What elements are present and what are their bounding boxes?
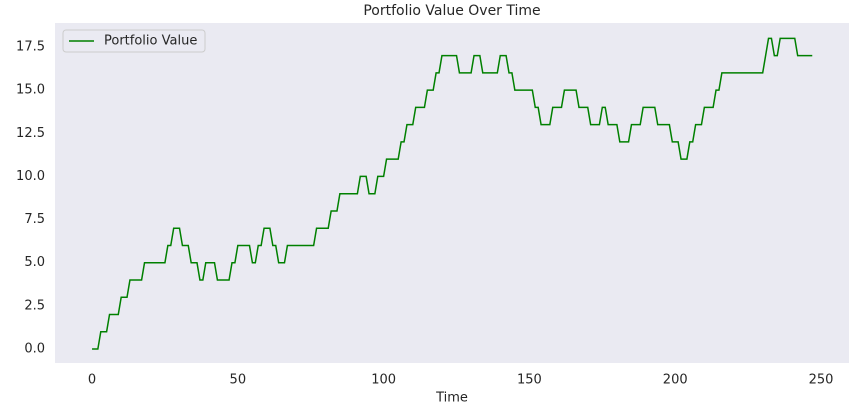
y-tick-label: 12.5 <box>16 126 45 141</box>
data-line <box>92 37 813 350</box>
y-tick-label: 2.5 <box>24 298 45 313</box>
x-tick-label: 200 <box>663 373 688 388</box>
y-tick-label: 5.0 <box>24 255 45 270</box>
legend-box <box>62 29 206 53</box>
x-tick-label: 150 <box>517 373 542 388</box>
y-tick-label: 17.5 <box>16 39 45 54</box>
chart-title: Portfolio Value Over Time <box>363 3 540 19</box>
legend-label: Portfolio Value <box>104 34 197 49</box>
x-tick-label: 0 <box>88 373 96 388</box>
y-tick-label: 15.0 <box>16 83 45 98</box>
y-tick-label: 0.0 <box>24 342 45 357</box>
x-axis-label: Time <box>435 391 468 406</box>
x-tick-label: 50 <box>230 373 247 388</box>
plot-area <box>55 23 849 363</box>
x-tick-label: 100 <box>371 373 396 388</box>
y-tick-label: 7.5 <box>24 212 45 227</box>
x-tick-label: 250 <box>809 373 834 388</box>
y-tick-label: 10.0 <box>16 169 45 184</box>
